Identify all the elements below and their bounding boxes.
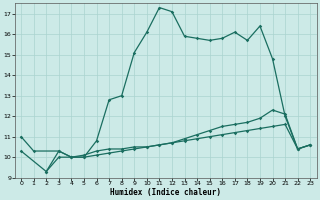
X-axis label: Humidex (Indice chaleur): Humidex (Indice chaleur) — [110, 188, 221, 197]
